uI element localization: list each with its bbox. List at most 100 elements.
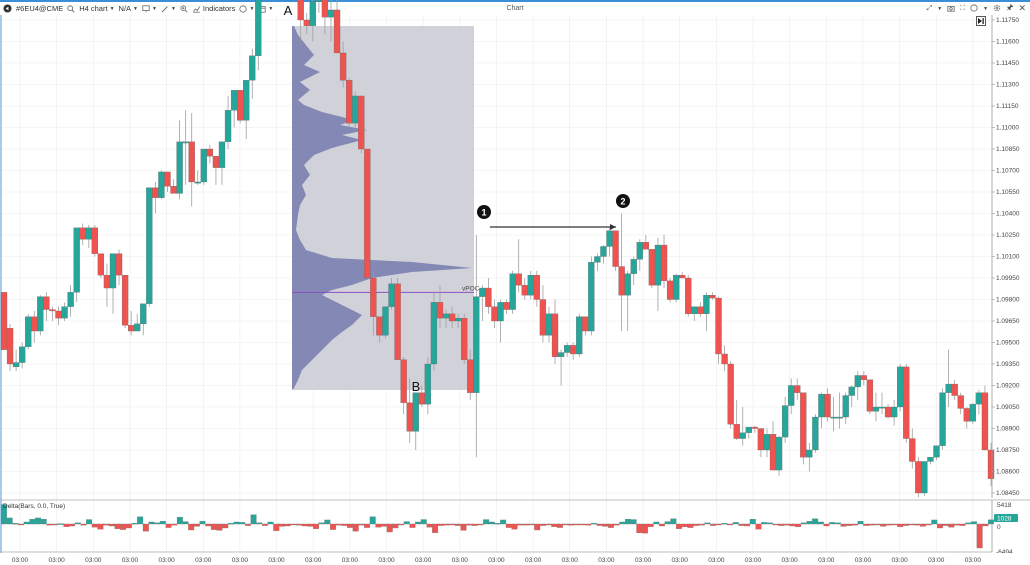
svg-text:1.10700: 1.10700 [996,168,1020,175]
svg-text:03:00: 03:00 [49,557,66,564]
svg-text:1.09950: 1.09950 [996,275,1020,282]
svg-text:1.11450: 1.11450 [996,60,1019,67]
pencil-icon [161,5,168,13]
link-icon[interactable]: ⤢ [926,4,933,12]
svg-text:03:00: 03:00 [85,557,102,564]
svg-text:03:00: 03:00 [305,557,322,564]
svg-text:03:00: 03:00 [415,557,432,564]
svg-text:1.10250: 1.10250 [996,232,1020,239]
indicators-button[interactable]: Indicators [192,4,236,13]
camera-icon[interactable] [947,4,955,14]
fullscreen-icon[interactable]: ⛶ [960,4,966,12]
circle-icon[interactable] [970,3,978,14]
svg-text:03:00: 03:00 [891,557,908,564]
svg-text:03:00: 03:00 [195,557,212,564]
candlestick-series [0,0,995,498]
svg-text:-6494: -6494 [996,549,1013,556]
chevron-down-icon: ▼ [268,5,274,12]
close-icon[interactable]: ✕ [1018,3,1026,13]
svg-text:03:00: 03:00 [855,557,872,564]
svg-text:03:00: 03:00 [12,557,29,564]
svg-text:03:00: 03:00 [122,557,139,564]
indicators-label: Indicators [202,4,236,13]
indicators-icon [192,5,200,13]
svg-text:1.09800: 1.09800 [996,297,1020,304]
svg-text:1.08450: 1.08450 [996,490,1020,497]
svg-text:03:00: 03:00 [782,557,799,564]
window-left-border [0,15,2,565]
svg-text:03:00: 03:00 [525,557,542,564]
chevron-down-icon: ▼ [109,5,115,12]
svg-text:03:00: 03:00 [158,557,175,564]
svg-text:1.08900: 1.08900 [996,426,1020,433]
timeframe-dropdown[interactable]: H4 chart ▼ [79,4,114,13]
marker-1 [477,205,491,219]
account-label: N/A [118,4,132,13]
svg-text:1.09650: 1.09650 [996,318,1020,325]
chevron-down-icon: ▼ [133,5,138,12]
svg-text:0: 0 [997,524,1001,531]
svg-text:1.08750: 1.08750 [996,447,1020,454]
zoom-in-button[interactable] [180,4,188,13]
svg-text:03:00: 03:00 [268,557,285,564]
svg-text:03:00: 03:00 [378,557,395,564]
symbol-label[interactable]: #6EU4@CME [16,4,64,13]
chevron-down-icon[interactable]: ▼ [983,5,989,12]
svg-text:03:00: 03:00 [342,557,359,564]
price-axis[interactable]: 1.11750 1.11600 1.11450 1.11300 1.11150 1.110… [991,15,1020,498]
drawing-tool-button[interactable]: ▼ [161,5,176,13]
pin-icon[interactable]: 🖈 [1006,2,1014,12]
chevron-down-icon: ▼ [249,5,255,12]
svg-text:1.11150: 1.11150 [996,103,1019,110]
svg-text:1.11300: 1.11300 [996,82,1019,89]
svg-text:1028: 1028 [997,516,1012,523]
svg-text:2: 2 [620,197,625,207]
svg-text:1.10100: 1.10100 [996,254,1020,261]
svg-text:03:00: 03:00 [965,557,982,564]
svg-text:1.11600: 1.11600 [996,39,1019,46]
zoom-in-icon [180,4,188,12]
template-button[interactable]: ▼ [142,4,157,13]
svg-text:1.09350: 1.09350 [996,361,1020,368]
svg-text:1.11750: 1.11750 [996,17,1019,24]
svg-text:1.10550: 1.10550 [996,189,1020,196]
svg-text:03:00: 03:00 [488,557,505,564]
svg-text:1.10400: 1.10400 [996,211,1020,218]
time-axis[interactable]: 03:00 03:00 03:00 03:00 03:00 03:00 03:00 03:00… [0,553,1030,565]
annotations-layer: A B 1 2 [284,3,630,394]
chevron-down-icon: ▼ [152,5,157,12]
svg-text:03:00: 03:00 [598,557,615,564]
circle-icon [239,4,248,13]
account-dropdown[interactable]: N/A ▼ [119,4,138,13]
svg-text:1.11000: 1.11000 [996,125,1019,132]
svg-text:03:00: 03:00 [928,557,945,564]
svg-text:03:00: 03:00 [818,557,835,564]
timeframe-label: H4 chart [79,4,108,13]
search-icon[interactable] [67,4,75,13]
template-icon [142,4,150,12]
chevron-down-icon[interactable]: ▼ [937,5,943,12]
delta-panel: 5418 0 -6494 1028 [0,499,1030,556]
svg-text:1: 1 [481,208,486,218]
annotation-b: B [412,379,421,394]
svg-text:1.09050: 1.09050 [996,404,1020,411]
last-value-badge [994,514,1018,522]
scroll-end-icon [978,18,984,24]
settings-icon[interactable] [993,4,1001,14]
svg-text:5418: 5418 [997,502,1012,509]
annotation-a: A [284,3,293,18]
marker-2 [616,194,630,208]
logo-icon[interactable] [3,4,12,13]
svg-text:vPOC: vPOC [462,285,480,292]
circle-tool-button[interactable]: ▼ [239,4,255,13]
svg-text:1.08600: 1.08600 [996,469,1020,476]
svg-text:03:00: 03:00 [745,557,762,564]
delta-title: Delta(Bars, 0.0, True) [3,503,66,510]
svg-text:03:00: 03:00 [708,557,725,564]
svg-text:03:00: 03:00 [635,557,652,564]
svg-text:03:00: 03:00 [672,557,689,564]
svg-text:03:00: 03:00 [452,557,469,564]
chevron-down-icon: ▼ [170,5,176,12]
scroll-to-end-button[interactable] [976,16,986,26]
